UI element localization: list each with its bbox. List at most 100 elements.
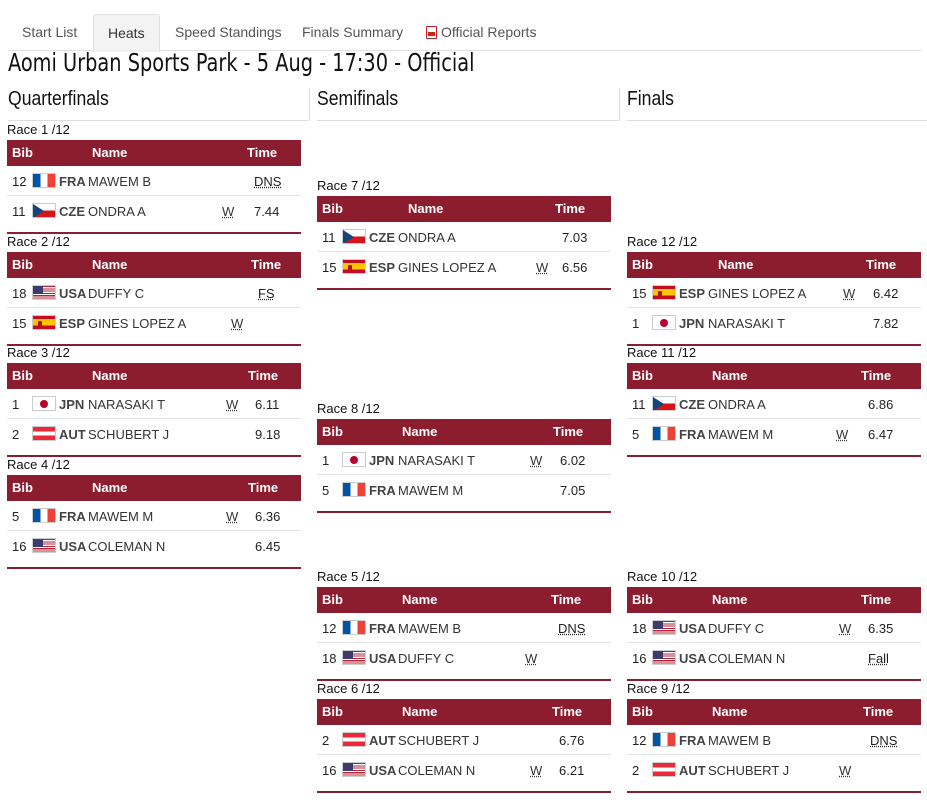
- table-row[interactable]: 15 ESP GINES LOPEZ A W: [7, 307, 301, 336]
- athlete-name[interactable]: COLEMAN N: [708, 651, 786, 666]
- race-label[interactable]: Race 10 /12: [627, 569, 698, 584]
- column-header-bib: Bib: [632, 704, 653, 719]
- round-divider: [619, 88, 620, 121]
- table-row[interactable]: 12 FRA MAWEM B DNS: [317, 613, 611, 642]
- table-row[interactable]: 12 FRA MAWEM B DNS: [627, 725, 921, 754]
- column-header-name: Name: [712, 368, 748, 383]
- athlete-name[interactable]: ONDRA A: [398, 230, 456, 245]
- tab-speed-standings[interactable]: Speed Standings: [161, 14, 296, 51]
- athlete-name[interactable]: SCHUBERT J: [88, 427, 170, 442]
- athlete-name[interactable]: DUFFY C: [88, 286, 145, 301]
- table-row[interactable]: 5 FRA MAWEM M 7.05: [317, 474, 611, 503]
- round-header-semifinals: Semifinals: [317, 88, 618, 121]
- table-row[interactable]: 15 ESP GINES LOPEZ A W 6.56: [317, 251, 611, 280]
- table-row[interactable]: 18 USA DUFFY C FS: [7, 278, 301, 307]
- athlete-name[interactable]: MAWEM M: [398, 483, 464, 498]
- athlete-name[interactable]: DUFFY C: [708, 621, 765, 636]
- athlete-name[interactable]: COLEMAN N: [88, 539, 166, 554]
- jpn-flag-icon: [32, 396, 56, 411]
- column-header-name: Name: [92, 368, 128, 383]
- usa-flag-icon: [342, 762, 366, 777]
- table-row[interactable]: 2 AUT SCHUBERT J 9.18: [7, 418, 301, 447]
- athlete-name[interactable]: GINES LOPEZ A: [88, 316, 187, 331]
- athlete-name[interactable]: MAWEM B: [398, 621, 462, 636]
- race-label[interactable]: Race 9 /12: [627, 681, 690, 696]
- table-row[interactable]: 16 USA COLEMAN N W 6.21: [317, 754, 611, 783]
- column-header-bib: Bib: [322, 201, 343, 216]
- winner-marker: W: [839, 763, 852, 778]
- athlete-name[interactable]: MAWEM B: [708, 733, 772, 748]
- bib-number: 11: [322, 230, 336, 245]
- bib-number: 15: [632, 286, 647, 301]
- athlete-name[interactable]: SCHUBERT J: [398, 733, 480, 748]
- table-row[interactable]: 12 FRA MAWEM B DNS: [7, 166, 301, 195]
- noc-code: FRA: [369, 483, 396, 498]
- bib-number: 15: [12, 316, 27, 331]
- tab-finals-summary[interactable]: Finals Summary: [288, 14, 417, 51]
- noc-code: USA: [369, 651, 397, 666]
- athlete-name[interactable]: COLEMAN N: [398, 763, 476, 778]
- winner-marker: W: [231, 316, 244, 331]
- athlete-name[interactable]: DUFFY C: [398, 651, 455, 666]
- race-label[interactable]: Race 5 /12: [317, 569, 380, 584]
- column-header-time: Time: [551, 592, 582, 607]
- table-row[interactable]: 5 FRA MAWEM M W 6.47: [627, 418, 921, 447]
- table-row[interactable]: 18 USA DUFFY C W: [317, 642, 611, 671]
- athlete-name[interactable]: NARASAKI T: [398, 453, 476, 468]
- table-row[interactable]: 16 USA COLEMAN N Fall: [627, 642, 921, 671]
- race-time: 7.03: [562, 230, 588, 245]
- noc-code: JPN: [679, 316, 705, 331]
- race-label[interactable]: Race 2 /12: [7, 234, 70, 249]
- results-tabs: Start List Heats Speed Standings Finals …: [8, 14, 922, 52]
- table-row[interactable]: 2 AUT SCHUBERT J W: [627, 754, 921, 783]
- winner-marker: W: [530, 763, 543, 778]
- bib-number: 18: [322, 651, 337, 666]
- table-row[interactable]: 11 CZE ONDRA A 6.86: [627, 389, 921, 418]
- athlete-name[interactable]: MAWEM M: [88, 509, 154, 524]
- bib-number: 12: [12, 174, 27, 189]
- race-label[interactable]: Race 12 /12: [627, 234, 698, 249]
- table-row[interactable]: 5 FRA MAWEM M W 6.36: [7, 501, 301, 530]
- athlete-name[interactable]: NARASAKI T: [708, 316, 786, 331]
- bib-number: 2: [632, 763, 640, 778]
- race-label[interactable]: Race 6 /12: [317, 681, 380, 696]
- column-header-bib: Bib: [12, 480, 33, 495]
- race-label[interactable]: Race 3 /12: [7, 345, 70, 360]
- table-row[interactable]: 1 JPN NARASAKI T W 6.11: [7, 389, 301, 418]
- athlete-name[interactable]: GINES LOPEZ A: [398, 260, 497, 275]
- race-label[interactable]: Race 11 /12: [627, 345, 697, 360]
- noc-code: USA: [679, 651, 707, 666]
- tab-heats[interactable]: Heats: [93, 14, 160, 52]
- table-row[interactable]: 18 USA DUFFY C W 6.35: [627, 613, 921, 642]
- table-row[interactable]: 15 ESP GINES LOPEZ A W 6.42: [627, 278, 921, 307]
- race-label[interactable]: Race 8 /12: [317, 401, 380, 416]
- race-time: 7.44: [254, 204, 280, 219]
- athlete-name[interactable]: MAWEM M: [708, 427, 774, 442]
- athlete-name[interactable]: SCHUBERT J: [708, 763, 790, 778]
- athlete-name[interactable]: MAWEM B: [88, 174, 152, 189]
- athlete-name[interactable]: GINES LOPEZ A: [708, 286, 807, 301]
- bib-number: 16: [322, 763, 337, 778]
- race-label[interactable]: Race 4 /12: [7, 457, 70, 472]
- table-row[interactable]: 16 USA COLEMAN N 6.45: [7, 530, 301, 559]
- winner-marker: W: [226, 509, 239, 524]
- race-table-header: Bib Name Time: [7, 363, 301, 389]
- race-time: 6.42: [873, 286, 899, 301]
- race-time: 6.47: [868, 427, 894, 442]
- table-row[interactable]: 11 CZE ONDRA A W 7.44: [7, 195, 301, 224]
- table-row[interactable]: 1 JPN NARASAKI T 7.82: [627, 307, 921, 336]
- athlete-name[interactable]: ONDRA A: [708, 397, 766, 412]
- table-row[interactable]: 2 AUT SCHUBERT J 6.76: [317, 725, 611, 754]
- tab-official-reports[interactable]: Official Reports: [412, 14, 550, 51]
- race-table-header: Bib Name Time: [627, 587, 921, 613]
- athlete-name[interactable]: NARASAKI T: [88, 397, 166, 412]
- tab-start-list[interactable]: Start List: [8, 14, 91, 51]
- table-row[interactable]: 11 CZE ONDRA A 7.03: [317, 222, 611, 251]
- table-row[interactable]: 1 JPN NARASAKI T W 6.02: [317, 445, 611, 474]
- column-header-time: Time: [863, 704, 894, 719]
- race-label[interactable]: Race 7 /12: [317, 178, 380, 193]
- column-header-time: Time: [861, 592, 892, 607]
- column-header-name: Name: [718, 257, 754, 272]
- race-label[interactable]: Race 1 /12: [7, 122, 70, 137]
- athlete-name[interactable]: ONDRA A: [88, 204, 146, 219]
